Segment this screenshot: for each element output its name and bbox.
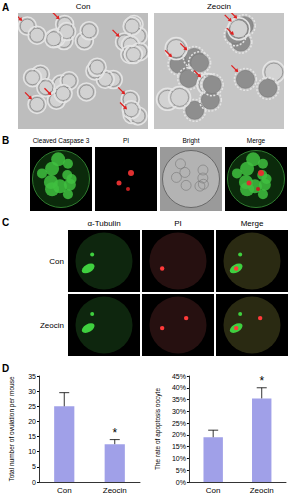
svg-text:A: A [2,2,9,13]
svg-text:20: 20 [28,418,36,425]
svg-text:5%: 5% [176,467,186,474]
svg-text:The rate of apoptosis oocyte: The rate of apoptosis oocyte [154,388,162,470]
svg-text:Con: Con [57,486,72,495]
svg-text:Total number of ovulation per: Total number of ovulation per mouse [8,376,16,482]
svg-text:35: 35 [28,373,36,380]
svg-text:Merge: Merge [247,137,266,145]
svg-text:Zeocin: Zeocin [40,321,64,330]
svg-text:Con: Con [76,2,91,11]
svg-text:Bright: Bright [183,137,200,145]
svg-text:Merge: Merge [241,219,264,228]
svg-text:45%: 45% [172,373,186,380]
svg-text:40%: 40% [172,384,186,391]
svg-text:Zeocin: Zeocin [103,486,127,495]
svg-text:0%: 0% [176,479,186,486]
svg-text:Con: Con [206,486,221,495]
svg-text:PI: PI [123,137,129,144]
svg-text:Con: Con [49,257,64,266]
svg-text:30: 30 [28,388,36,395]
svg-text:15: 15 [28,433,36,440]
svg-text:25: 25 [28,403,36,410]
svg-text:C: C [2,217,9,228]
svg-text:α-Tubulin: α-Tubulin [87,219,120,228]
svg-text:Zeocin: Zeocin [250,486,274,495]
svg-text:5: 5 [32,463,36,470]
svg-text:10: 10 [28,448,36,455]
svg-text:30%: 30% [172,408,186,415]
svg-text:35%: 35% [172,396,186,403]
svg-text:Cleaved Caspase 3: Cleaved Caspase 3 [33,137,90,145]
svg-text:B: B [2,135,9,146]
svg-text:PI: PI [174,219,182,228]
svg-text:20%: 20% [172,431,186,438]
svg-text:0: 0 [32,479,36,486]
svg-text:Zeocin: Zeocin [207,2,231,11]
svg-text:D: D [2,363,9,374]
svg-text:15%: 15% [172,443,186,450]
svg-text:*: * [112,426,117,440]
svg-text:*: * [259,374,264,388]
svg-text:25%: 25% [172,420,186,427]
svg-text:10%: 10% [172,455,186,462]
